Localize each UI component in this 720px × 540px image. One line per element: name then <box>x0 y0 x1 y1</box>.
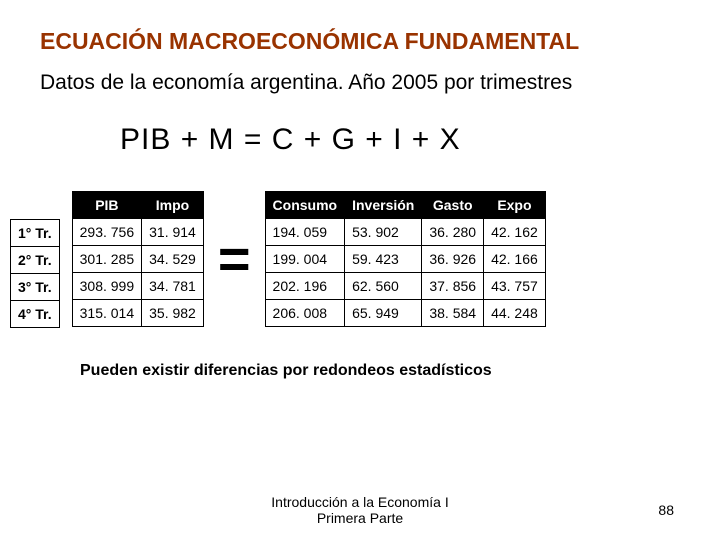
page-subtitle: Datos de la economía argentina. Año 2005… <box>40 71 680 95</box>
cell: 59. 423 <box>345 246 422 273</box>
footer-line1: Introducción a la Economía I <box>271 494 448 510</box>
table-row: 4° Tr. <box>11 300 60 327</box>
page-number: 88 <box>658 502 674 518</box>
row-labels-table: 1° Tr. 2° Tr. 3° Tr. 4° Tr. <box>10 191 60 328</box>
rounding-note: Pueden existir diferencias por redondeos… <box>80 362 680 380</box>
table-row: 2° Tr. <box>11 246 60 273</box>
cell: 199. 004 <box>265 246 345 273</box>
row-label: 2° Tr. <box>11 246 60 273</box>
row-label: 3° Tr. <box>11 273 60 300</box>
row-label: 4° Tr. <box>11 300 60 327</box>
cell: 44. 248 <box>484 300 546 327</box>
page-title: ECUACIÓN MACROECONÓMICA FUNDAMENTAL <box>40 28 680 55</box>
cell: 65. 949 <box>345 300 422 327</box>
slide-footer: Introducción a la Economía I Primera Par… <box>0 494 720 526</box>
cell: 206. 008 <box>265 300 345 327</box>
table-row: 206. 008 65. 949 38. 584 44. 248 <box>265 300 545 327</box>
cell: 301. 285 <box>72 246 142 273</box>
table-row: 202. 196 62. 560 37. 856 43. 757 <box>265 273 545 300</box>
cell: 53. 902 <box>345 219 422 246</box>
cell: 194. 059 <box>265 219 345 246</box>
cell: 308. 999 <box>72 273 142 300</box>
table-row: 293. 756 31. 914 <box>72 219 203 246</box>
cell: 43. 757 <box>484 273 546 300</box>
cell: 42. 166 <box>484 246 546 273</box>
cell: 35. 982 <box>142 300 204 327</box>
cell: 36. 926 <box>422 246 484 273</box>
cell: 37. 856 <box>422 273 484 300</box>
col-header: Expo <box>484 192 546 219</box>
col-header: Gasto <box>422 192 484 219</box>
cell: 202. 196 <box>265 273 345 300</box>
cell: 62. 560 <box>345 273 422 300</box>
table-row: 3° Tr. <box>11 273 60 300</box>
cell: 36. 280 <box>422 219 484 246</box>
col-header: PIB <box>72 192 142 219</box>
table-row: 315. 014 35. 982 <box>72 300 203 327</box>
cell: 31. 914 <box>142 219 204 246</box>
cell: 34. 529 <box>142 246 204 273</box>
col-header: Inversión <box>345 192 422 219</box>
equals-symbol: = <box>216 231 253 287</box>
table-row: 301. 285 34. 529 <box>72 246 203 273</box>
table-row: 194. 059 53. 902 36. 280 42. 162 <box>265 219 545 246</box>
cell: 293. 756 <box>72 219 142 246</box>
left-data-table: PIB Impo 293. 756 31. 914 301. 285 34. 5… <box>72 191 204 327</box>
footer-line2: Primera Parte <box>317 510 403 526</box>
cell: 315. 014 <box>72 300 142 327</box>
main-equation: PIB + M = C + G + I + X <box>120 123 680 157</box>
row-label: 1° Tr. <box>11 219 60 246</box>
tables-row: 1° Tr. 2° Tr. 3° Tr. 4° Tr. PIB Impo 293… <box>10 191 680 328</box>
cell: 42. 162 <box>484 219 546 246</box>
cell: 38. 584 <box>422 300 484 327</box>
right-data-table: Consumo Inversión Gasto Expo 194. 059 53… <box>265 191 546 327</box>
cell: 34. 781 <box>142 273 204 300</box>
col-header: Impo <box>142 192 204 219</box>
table-row: 199. 004 59. 423 36. 926 42. 166 <box>265 246 545 273</box>
table-row: 308. 999 34. 781 <box>72 273 203 300</box>
table-row: 1° Tr. <box>11 219 60 246</box>
col-header: Consumo <box>265 192 345 219</box>
